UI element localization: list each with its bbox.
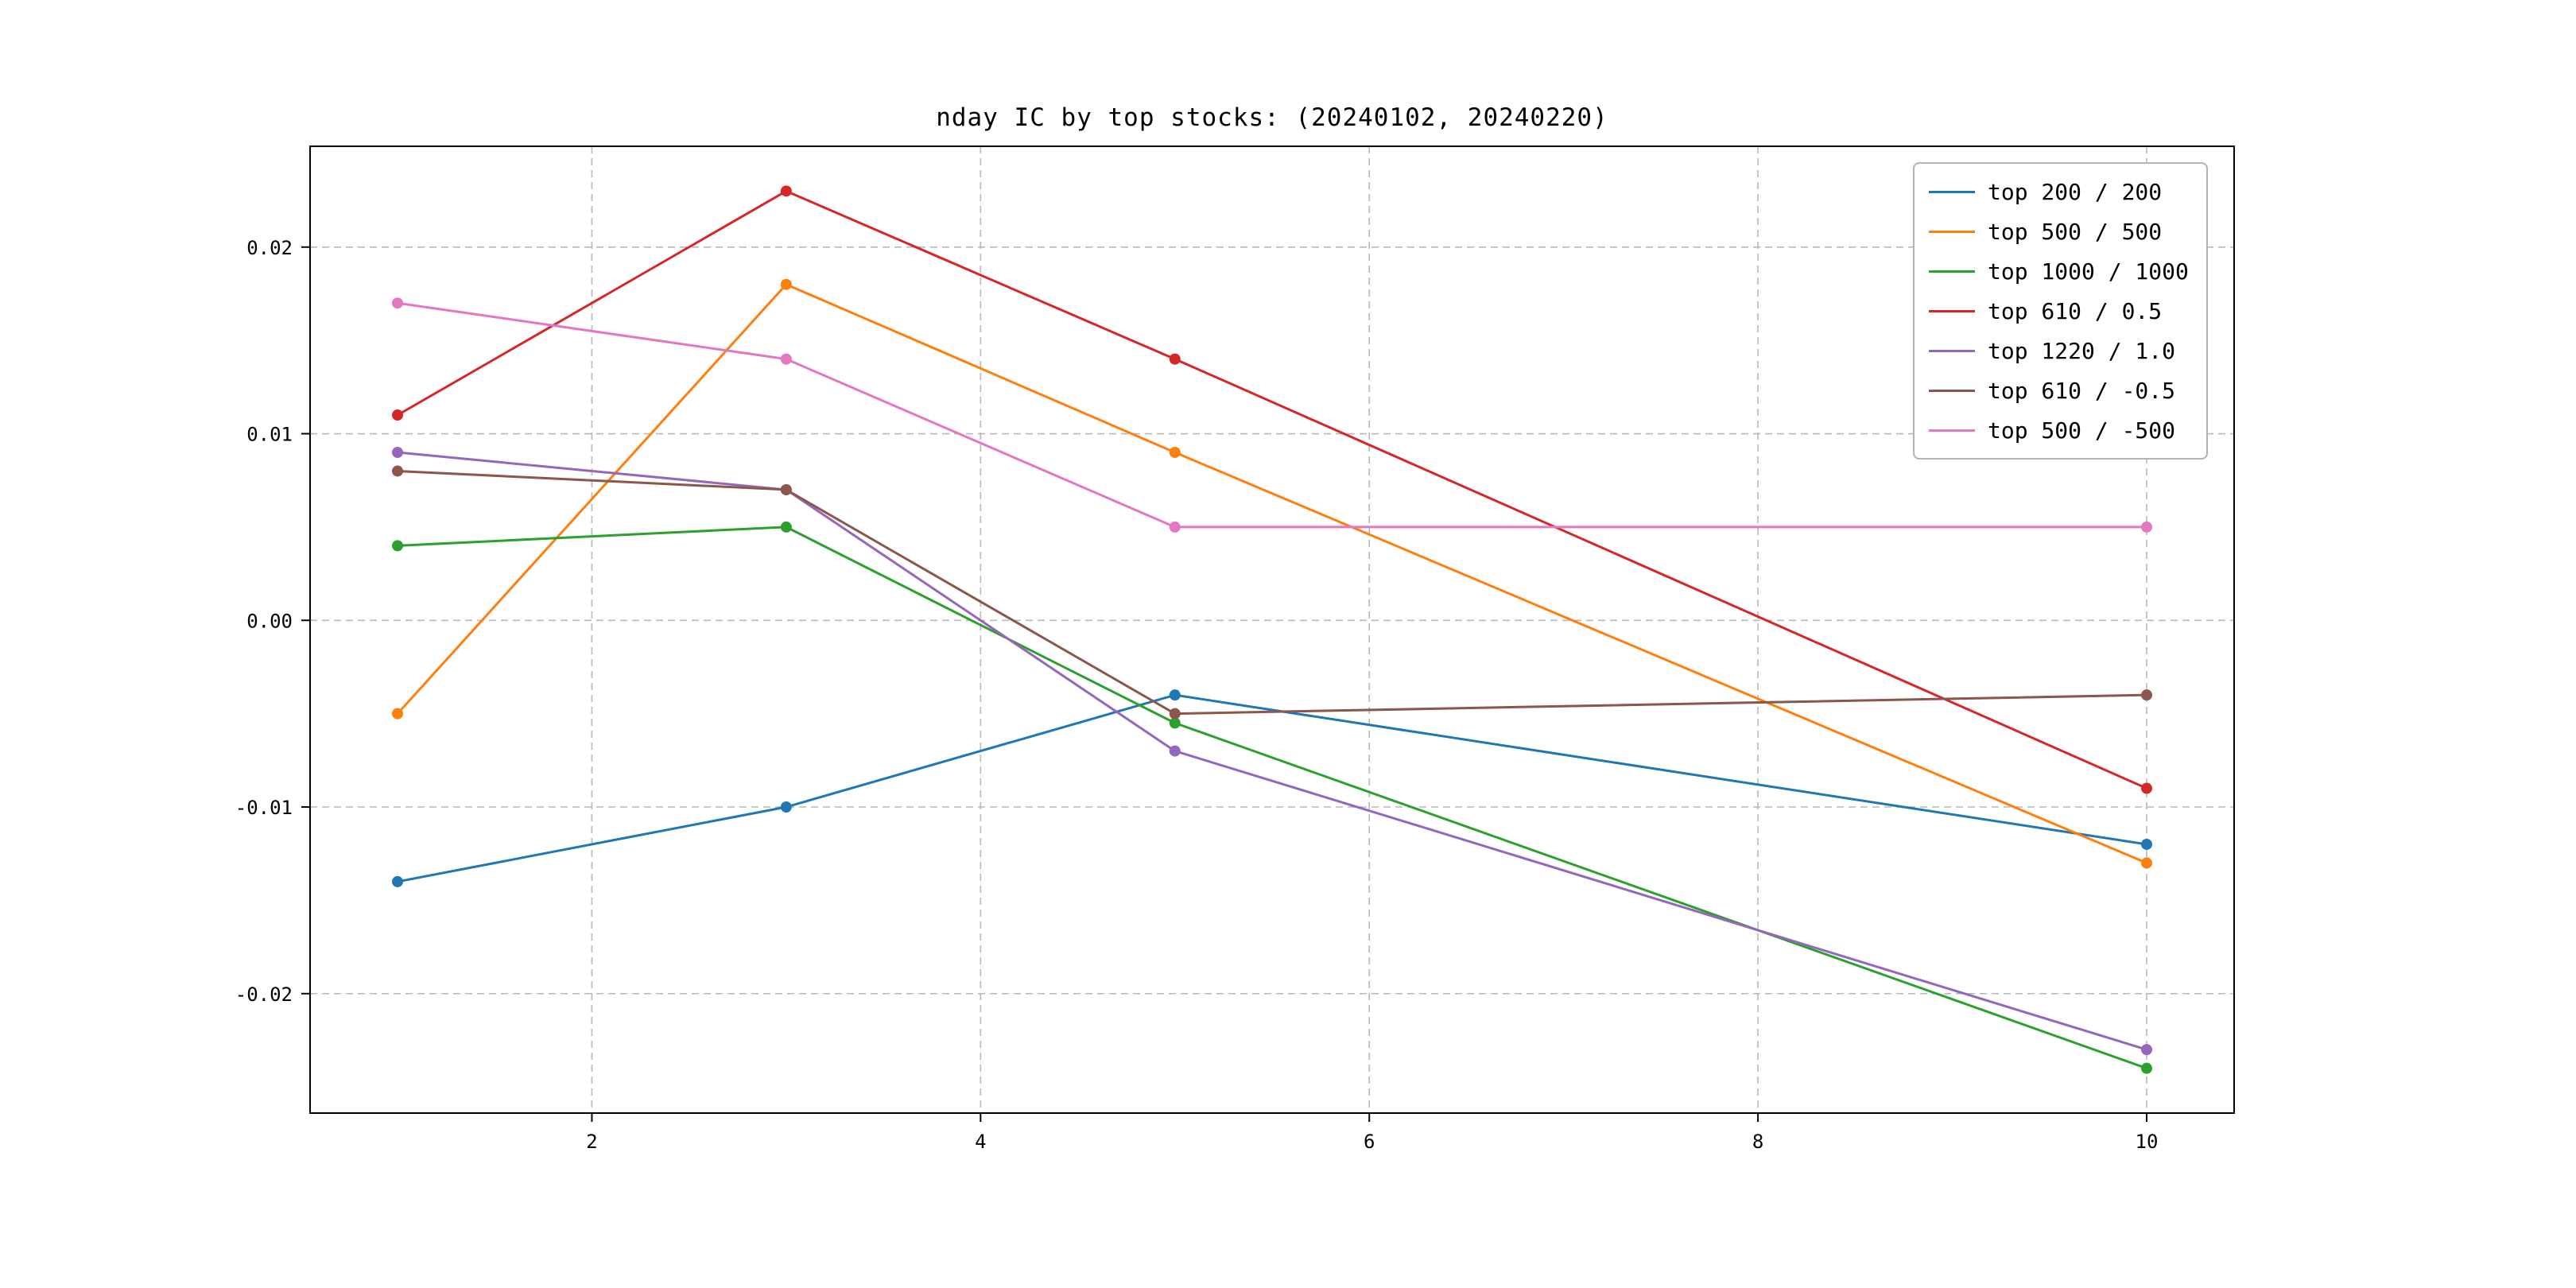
series-line bbox=[397, 189, 2147, 789]
y-tick-label: -0.02 bbox=[235, 983, 293, 1006]
legend-line-sample bbox=[1929, 429, 1975, 432]
data-point-marker bbox=[392, 409, 403, 421]
series-line bbox=[397, 693, 2147, 883]
data-point-marker bbox=[780, 278, 792, 290]
data-point-marker bbox=[780, 801, 792, 813]
data-point-marker bbox=[1169, 745, 1181, 757]
data-point-marker bbox=[780, 353, 792, 365]
legend-label: top 500 / 500 bbox=[1988, 218, 2163, 245]
x-tick-label: 2 bbox=[586, 1131, 597, 1153]
legend-item: top 1220 / 1.0 bbox=[1929, 334, 2189, 367]
x-tick-label: 8 bbox=[1752, 1131, 1763, 1153]
axes-frame bbox=[309, 145, 2235, 1114]
y-tick-label: -0.01 bbox=[235, 797, 293, 819]
data-point-marker bbox=[1169, 717, 1181, 729]
data-point-marker bbox=[392, 540, 403, 552]
legend-item: top 500 / -500 bbox=[1929, 413, 2189, 447]
data-point-marker bbox=[392, 297, 403, 309]
data-point-marker bbox=[2141, 1044, 2152, 1056]
data-point-marker bbox=[780, 483, 792, 495]
series-line bbox=[397, 526, 2147, 1070]
data-point-marker bbox=[2141, 838, 2152, 850]
legend-item: top 500 / 500 bbox=[1929, 215, 2189, 248]
data-point-marker bbox=[1169, 353, 1181, 365]
x-tick-label: 6 bbox=[1364, 1131, 1375, 1153]
legend-line-sample bbox=[1929, 270, 1975, 273]
legend-label: top 1000 / 1000 bbox=[1988, 258, 2189, 285]
x-tick-label: 4 bbox=[975, 1131, 986, 1153]
data-point-marker bbox=[392, 465, 403, 477]
series-line bbox=[396, 283, 2147, 864]
data-point-marker bbox=[1169, 689, 1181, 701]
legend-line-sample bbox=[1929, 190, 1975, 193]
data-point-marker bbox=[1169, 708, 1181, 720]
legend-label: top 200 / 200 bbox=[1988, 178, 2163, 205]
legend-label: top 610 / -0.5 bbox=[1988, 377, 2176, 404]
legend: top 200 / 200 top 500 / 500 top 1000 / 100… bbox=[1913, 162, 2208, 460]
legend-label: top 610 / 0.5 bbox=[1988, 297, 2163, 324]
chart-title: nday IC by top stocks: (20240102, 202402… bbox=[936, 103, 1608, 132]
data-point-marker bbox=[1169, 521, 1181, 533]
y-tick-label: 0.01 bbox=[246, 424, 293, 446]
data-point-marker bbox=[2141, 857, 2152, 869]
y-tick-label: 0.02 bbox=[246, 237, 293, 259]
series-line bbox=[397, 469, 2147, 716]
legend-line-sample bbox=[1929, 349, 1975, 352]
series-line bbox=[397, 301, 2147, 529]
legend-line-sample bbox=[1929, 230, 1975, 233]
x-tick-label: 10 bbox=[2136, 1131, 2159, 1153]
legend-item: top 200 / 200 bbox=[1929, 175, 2189, 208]
data-point-marker bbox=[392, 875, 403, 887]
data-point-marker bbox=[392, 708, 403, 720]
legend-item: top 610 / -0.5 bbox=[1929, 374, 2189, 407]
data-point-marker bbox=[2141, 689, 2152, 701]
legend-label: top 1220 / 1.0 bbox=[1988, 337, 2176, 364]
series-line bbox=[397, 451, 2147, 1051]
legend-label: top 500 / -500 bbox=[1988, 417, 2176, 444]
legend-item: top 1000 / 1000 bbox=[1929, 254, 2189, 288]
data-point-marker bbox=[780, 185, 792, 197]
data-point-marker bbox=[1169, 446, 1181, 458]
legend-line-sample bbox=[1929, 309, 1975, 312]
data-point-marker bbox=[392, 446, 403, 458]
data-point-marker bbox=[2141, 521, 2152, 533]
data-point-marker bbox=[780, 521, 792, 533]
data-point-marker bbox=[2141, 1062, 2152, 1074]
legend-line-sample bbox=[1929, 389, 1975, 392]
data-point-marker bbox=[2141, 782, 2152, 794]
legend-item: top 610 / 0.5 bbox=[1929, 294, 2189, 328]
y-tick-label: 0.00 bbox=[246, 610, 293, 632]
